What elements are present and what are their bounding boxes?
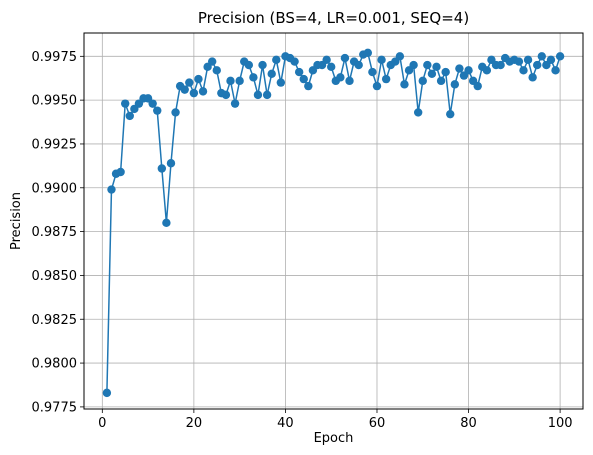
data-point: [230, 99, 240, 108]
y-axis-label: Precision: [9, 192, 24, 250]
data-point: [189, 88, 199, 98]
data-point: [290, 57, 299, 66]
data-point: [446, 109, 455, 119]
data-point: [354, 60, 363, 70]
data-point: [450, 80, 460, 89]
data-point: [381, 74, 391, 84]
data-point: [413, 108, 423, 117]
data-point: [546, 55, 556, 65]
tick-layer: 0 20 40 60 80 100 0.9775 0.9800 0.9825 0.9850 0.98…: [32, 50, 573, 431]
data-point: [418, 76, 427, 86]
data-point: [121, 99, 130, 108]
data-point: [107, 185, 116, 194]
data-point: [102, 388, 112, 398]
data-point: [482, 66, 492, 75]
data-point: [441, 67, 450, 77]
x-tick-label: 60: [369, 416, 386, 431]
data-point: [226, 76, 235, 86]
x-tick-label: 80: [460, 416, 477, 431]
data-point: [423, 60, 432, 70]
data-point: [363, 48, 373, 58]
data-point: [496, 60, 505, 70]
data-point: [427, 69, 437, 79]
data-point: [148, 99, 157, 108]
data-point: [537, 52, 546, 61]
data-point: [533, 60, 542, 70]
chart-title: Precision (BS=4, LR=0.001, SEQ=4): [198, 9, 469, 27]
data-point: [235, 76, 244, 86]
data-point: [253, 90, 263, 100]
data-point: [455, 64, 464, 73]
data-point: [166, 159, 176, 168]
y-tick-label: 0.9875: [32, 225, 78, 240]
y-tick-label: 0.9800: [32, 357, 78, 372]
data-point: [207, 57, 217, 66]
data-point: [336, 73, 345, 82]
data-point: [180, 85, 189, 94]
data-point: [436, 76, 446, 86]
data-point: [519, 66, 528, 75]
data-point: [523, 55, 533, 65]
grid-layer: [84, 33, 583, 409]
data-point: [473, 81, 482, 91]
data-point: [528, 73, 537, 82]
data-point: [368, 67, 377, 77]
data-point: [267, 69, 276, 79]
data-point: [116, 167, 125, 177]
data-point: [464, 66, 473, 75]
data-point: [322, 55, 331, 65]
data-point: [162, 218, 171, 228]
data-point: [340, 53, 350, 63]
data-point: [304, 81, 313, 91]
data-point: [258, 60, 267, 70]
x-tick-label: 20: [186, 416, 203, 431]
y-tick-label: 0.9900: [32, 181, 78, 196]
x-tick-label: 100: [548, 416, 573, 431]
x-tick-label: 0: [98, 416, 106, 431]
data-point: [400, 80, 409, 89]
data-point: [294, 67, 304, 77]
data-point: [194, 74, 203, 84]
data-point: [555, 52, 565, 61]
y-tick-label: 0.9925: [32, 137, 78, 152]
data-point: [514, 57, 524, 66]
data-point: [345, 76, 354, 86]
data-point: [395, 52, 405, 61]
data-point: [244, 60, 254, 70]
y-tick-label: 0.9825: [32, 313, 78, 328]
data-point: [171, 108, 180, 117]
data-point: [372, 81, 382, 91]
data-point: [377, 55, 386, 65]
data-point: [299, 74, 308, 84]
y-tick-label: 0.9850: [32, 269, 78, 284]
data-point: [409, 60, 418, 70]
data-point: [198, 87, 208, 96]
y-tick-label: 0.9975: [32, 50, 78, 65]
data-point: [249, 73, 258, 82]
data-point: [262, 90, 272, 100]
data-point: [551, 66, 560, 75]
data-point: [153, 106, 162, 115]
data-point: [272, 55, 281, 65]
plot-area-frame: [83, 32, 584, 410]
y-tick-label: 0.9775: [32, 400, 78, 415]
data-point: [327, 62, 336, 72]
data-point: [212, 66, 221, 75]
y-tick-label: 0.9950: [32, 94, 78, 109]
x-tick-label: 40: [277, 416, 294, 431]
data-point: [276, 78, 286, 87]
data-point: [185, 78, 194, 87]
x-axis-label: Epoch: [314, 431, 354, 446]
data-point: [432, 62, 441, 72]
data-point: [157, 164, 167, 173]
data-point: [125, 111, 134, 121]
data-point-layer: [102, 48, 565, 398]
data-point: [221, 90, 231, 100]
